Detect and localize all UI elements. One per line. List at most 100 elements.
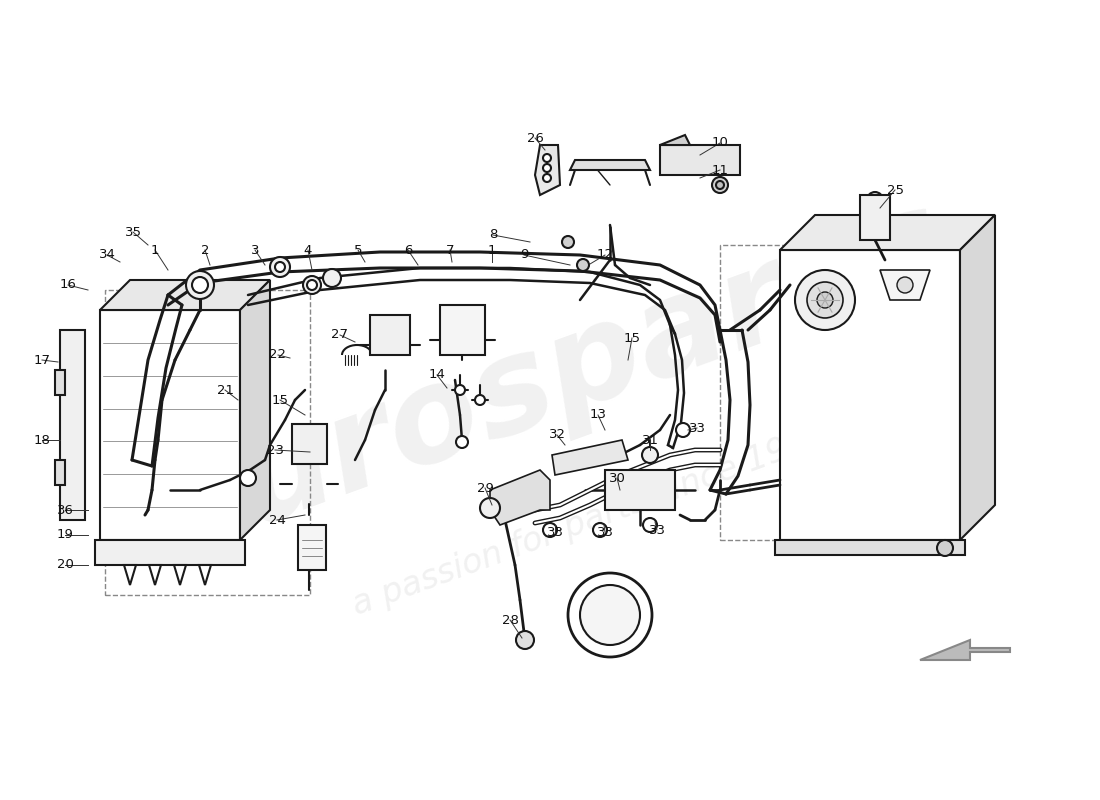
Bar: [720, 245, 915, 540]
Text: 3: 3: [251, 243, 260, 257]
Circle shape: [475, 395, 485, 405]
Text: 30: 30: [608, 471, 626, 485]
Text: 2: 2: [200, 243, 209, 257]
Text: 20: 20: [56, 558, 74, 571]
Bar: [298, 525, 326, 570]
Text: 33: 33: [689, 422, 705, 434]
Circle shape: [795, 270, 855, 330]
Polygon shape: [660, 145, 740, 175]
Circle shape: [270, 257, 290, 277]
Text: 16: 16: [59, 278, 76, 291]
Circle shape: [580, 585, 640, 645]
Polygon shape: [920, 640, 1010, 660]
Text: 4: 4: [304, 243, 312, 257]
Circle shape: [807, 282, 843, 318]
Circle shape: [562, 236, 574, 248]
Polygon shape: [490, 470, 550, 525]
Text: 12: 12: [596, 249, 614, 262]
Circle shape: [817, 292, 833, 308]
Text: 17: 17: [33, 354, 51, 366]
Text: 26: 26: [527, 131, 543, 145]
Text: 35: 35: [124, 226, 142, 238]
Polygon shape: [174, 565, 186, 585]
Text: 27: 27: [331, 329, 349, 342]
Circle shape: [712, 177, 728, 193]
Text: 19: 19: [56, 529, 74, 542]
Polygon shape: [780, 250, 960, 540]
Circle shape: [456, 436, 468, 448]
Polygon shape: [776, 540, 965, 555]
Text: 1: 1: [487, 243, 496, 257]
Circle shape: [867, 192, 883, 208]
Polygon shape: [199, 565, 211, 585]
Text: 18: 18: [34, 434, 51, 446]
Text: 23: 23: [266, 443, 284, 457]
Circle shape: [716, 181, 724, 189]
Text: 33: 33: [649, 523, 666, 537]
Bar: [104, 290, 310, 595]
Circle shape: [543, 174, 551, 182]
Text: 25: 25: [887, 183, 903, 197]
Polygon shape: [60, 330, 85, 520]
Text: a passion for parts since 1985: a passion for parts since 1985: [348, 418, 833, 622]
Polygon shape: [124, 565, 136, 585]
Text: 24: 24: [268, 514, 285, 526]
Text: eurospares: eurospares: [136, 178, 964, 582]
Polygon shape: [660, 135, 690, 145]
Text: 33: 33: [596, 526, 614, 538]
Text: 22: 22: [270, 349, 286, 362]
Circle shape: [644, 518, 657, 532]
Text: 11: 11: [712, 163, 728, 177]
Polygon shape: [535, 145, 560, 195]
Circle shape: [937, 540, 953, 556]
Text: 31: 31: [641, 434, 659, 446]
Text: 36: 36: [56, 503, 74, 517]
Polygon shape: [570, 160, 650, 170]
Circle shape: [568, 573, 652, 657]
Circle shape: [578, 259, 588, 271]
Circle shape: [593, 523, 607, 537]
Text: 7: 7: [446, 243, 454, 257]
Bar: [860, 195, 890, 240]
Text: 15: 15: [272, 394, 288, 406]
Polygon shape: [95, 540, 245, 565]
Polygon shape: [960, 215, 996, 540]
Polygon shape: [780, 215, 996, 250]
Polygon shape: [880, 270, 929, 300]
Circle shape: [302, 276, 321, 294]
Text: 15: 15: [624, 331, 640, 345]
Text: 9: 9: [520, 249, 528, 262]
Circle shape: [896, 277, 913, 293]
Circle shape: [516, 631, 534, 649]
Circle shape: [186, 271, 214, 299]
Circle shape: [455, 385, 465, 395]
Text: 8: 8: [488, 229, 497, 242]
Bar: [605, 470, 675, 510]
Polygon shape: [100, 280, 270, 310]
Circle shape: [543, 523, 557, 537]
Polygon shape: [55, 460, 65, 485]
Bar: [292, 424, 327, 464]
Bar: [370, 315, 410, 355]
Circle shape: [543, 154, 551, 162]
Circle shape: [480, 498, 501, 518]
Polygon shape: [240, 280, 270, 540]
Circle shape: [307, 280, 317, 290]
Text: 5: 5: [354, 243, 362, 257]
Text: 10: 10: [712, 137, 728, 150]
Circle shape: [275, 262, 285, 272]
Bar: [440, 305, 485, 355]
Circle shape: [642, 447, 658, 463]
Text: 6: 6: [404, 243, 412, 257]
Text: 29: 29: [476, 482, 494, 494]
Circle shape: [676, 423, 690, 437]
Polygon shape: [100, 310, 240, 540]
Text: 28: 28: [502, 614, 518, 626]
Polygon shape: [148, 565, 161, 585]
Circle shape: [543, 164, 551, 172]
Text: 14: 14: [429, 369, 446, 382]
Circle shape: [323, 269, 341, 287]
Polygon shape: [55, 370, 65, 395]
Text: 1: 1: [151, 243, 160, 257]
Text: 32: 32: [549, 429, 565, 442]
